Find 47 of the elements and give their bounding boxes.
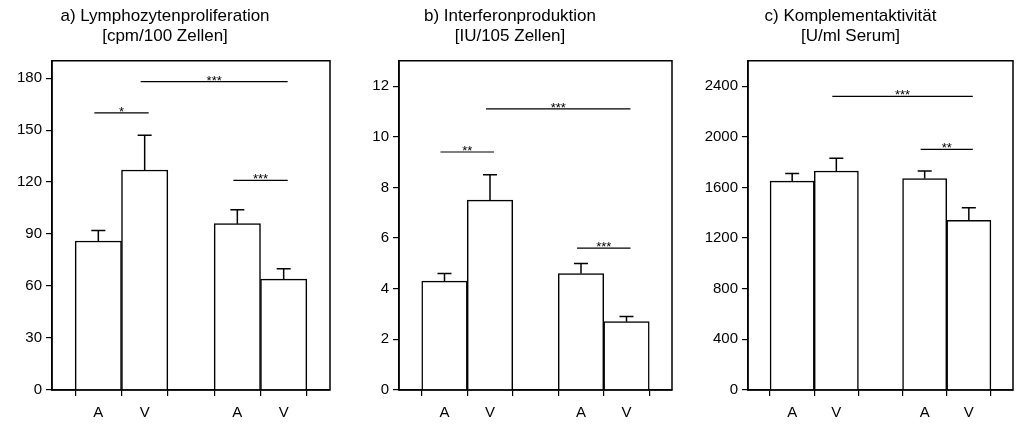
x-tick-label: V — [278, 403, 289, 421]
annotation: *** — [894, 87, 911, 103]
y-tick-label: 1200 — [704, 228, 738, 246]
chart-title: a) Lymphozytenproliferation — [60, 5, 270, 25]
x-tick-label: A — [787, 403, 798, 421]
y-tick-label: 2 — [380, 329, 389, 347]
x-tick-label: V — [484, 403, 496, 421]
y-tick-label: 60 — [25, 276, 42, 294]
annotation: *** — [206, 72, 222, 88]
x-tick-label: A — [232, 403, 243, 421]
x-tick-label: A — [575, 403, 587, 421]
chart-title: c) Komplementaktivität — [764, 5, 937, 25]
y-tick-label: 400 — [712, 329, 738, 347]
y-tick-label: 90 — [25, 224, 42, 242]
y-tick-label: 0 — [33, 380, 42, 398]
y-tick-label: 12 — [372, 76, 389, 94]
x-tick-label: V — [963, 403, 974, 421]
annotation: *** — [252, 171, 269, 187]
y-tick-label: 800 — [712, 278, 738, 296]
y-tick-label: 120 — [16, 172, 42, 190]
x-tick-label: A — [919, 403, 930, 421]
y-tick-label: 0 — [729, 380, 738, 398]
annotation: *** — [550, 99, 566, 115]
y-tick-label: 180 — [16, 68, 42, 86]
y-tick-label: 2400 — [704, 76, 738, 94]
y-tick-label: 0 — [380, 380, 389, 398]
y-tick-label: 4 — [380, 278, 389, 296]
y-tick-label: 6 — [380, 228, 389, 246]
x-tick-label: V — [621, 403, 632, 421]
y-tick-label: 1600 — [704, 177, 738, 195]
annotation: *** — [596, 239, 612, 255]
annotation: * — [118, 103, 125, 119]
chart-title: b) Interferonproduktion — [424, 5, 596, 25]
y-tick-label: 150 — [16, 120, 42, 138]
y-tick-label: 8 — [380, 177, 389, 195]
chart-subtitle: [U/ml Serum] — [800, 26, 901, 46]
x-tick-label: A — [93, 403, 104, 421]
x-tick-label: V — [139, 403, 150, 421]
chart-subtitle: [cpm/100 Zellen] — [102, 26, 228, 46]
y-tick-label: 10 — [372, 126, 389, 144]
annotation: ** — [462, 142, 473, 158]
annotation: ** — [941, 140, 952, 156]
x-tick-label: V — [831, 403, 842, 421]
y-tick-label: 30 — [25, 328, 42, 346]
chart-subtitle: [IU/105 Zellen] — [454, 26, 566, 46]
y-tick-label: 2000 — [704, 126, 738, 144]
x-tick-label: A — [439, 403, 450, 421]
